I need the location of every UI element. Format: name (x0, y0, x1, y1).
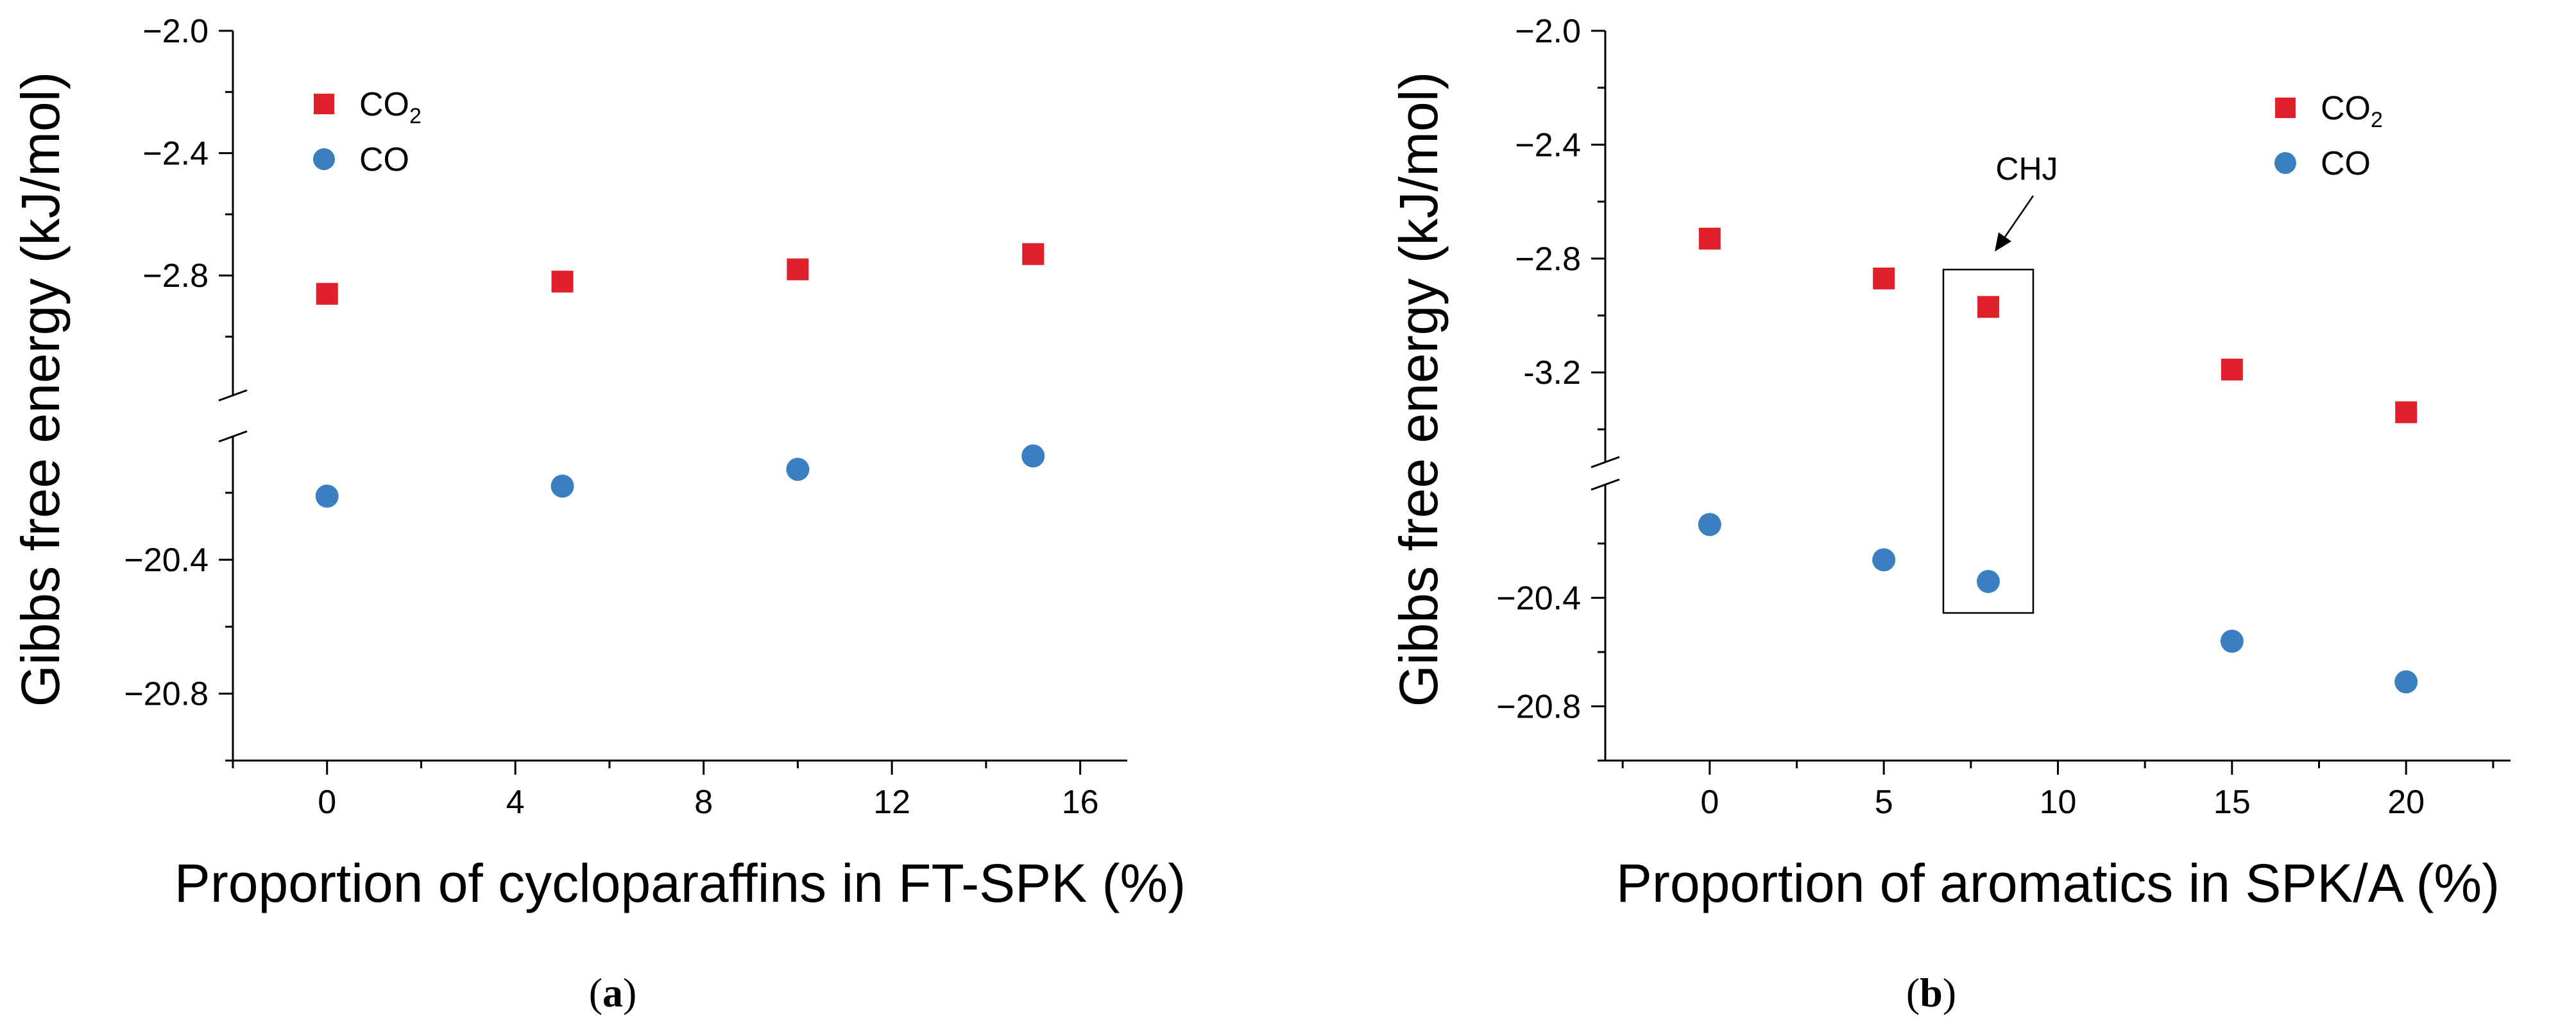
legend-label-subscript: 2 (2371, 108, 2383, 132)
data-point-co (786, 458, 810, 481)
y-tick-label: -3.2 (1523, 354, 1581, 392)
data-point-co2 (316, 282, 338, 305)
y-tick-label: −2.8 (1515, 241, 1581, 278)
panel-label-paren: ) (623, 970, 636, 1015)
y-axis-label: Gibbs free energy (kJ/mol) (1388, 72, 1449, 707)
axis-break-mark (218, 430, 248, 443)
legend-marker-co2 (314, 94, 334, 114)
x-tick-label: 5 (1875, 784, 1893, 821)
legend-marker-co (313, 148, 335, 170)
y-tick-label: −20.4 (1496, 580, 1581, 617)
y-tick-label: −2.0 (1515, 13, 1581, 50)
panel-label: (a) (589, 970, 637, 1015)
y-axis-label: Gibbs free energy (kJ/mol) (10, 72, 71, 707)
data-point-co (550, 474, 574, 498)
chart-panel-b: −2.0 −2.4 −2.8 -3.2 −20.4 −20.8 0 5 10 15 20 Propor… (1388, 13, 2511, 1015)
legend-label: CO (2321, 145, 2371, 182)
x-tick-label: 15 (2213, 784, 2251, 821)
x-tick-label: 10 (2040, 784, 2077, 821)
chart-panel-a: −2.0 −2.4 −2.8 −20.4 −20.8 0 4 8 12 16 Proportion … (10, 13, 1186, 1015)
data-point-co2 (2221, 358, 2243, 381)
x-tick-label: 12 (873, 784, 910, 821)
data-point-co (1698, 513, 1721, 537)
annotation-box (1942, 268, 2034, 614)
data-point-co (2220, 630, 2244, 653)
data-point-co (315, 485, 339, 508)
y-tick-label: −20.4 (124, 542, 209, 579)
y-tick-label: −20.8 (124, 676, 209, 713)
data-point-co (1872, 548, 1896, 572)
annotation-label: CHJ (1995, 151, 2058, 187)
x-tick-label: 0 (1700, 784, 1719, 821)
panel-label: (b) (1906, 970, 1956, 1015)
data-point-co (2394, 670, 2418, 694)
y-tick-label: −2.4 (142, 135, 209, 173)
y-tick-label: −20.8 (1496, 688, 1581, 725)
panel-label-letter: a (602, 970, 623, 1015)
x-tick-label: 0 (318, 784, 336, 821)
y-tick-label: −2.4 (1515, 126, 1581, 164)
data-point-co2 (1022, 243, 1045, 265)
data-point-co2 (1698, 227, 1721, 250)
legend-label: CO2 (2321, 90, 2383, 132)
data-point-co2 (2395, 401, 2418, 424)
x-axis-label: Proportion of aromatics in SPK/A (%) (1616, 853, 2500, 913)
x-axis-label: Proportion of cycloparaffins in FT-SPK (… (175, 853, 1186, 913)
data-point-co2 (787, 258, 809, 280)
legend-label-name: CO (2321, 90, 2371, 127)
y-tick-label: −2.0 (142, 13, 209, 50)
panel-label-paren: ( (1906, 970, 1920, 1015)
data-point-co2 (551, 270, 574, 293)
legend-label-name: CO (359, 141, 409, 178)
x-tick-label: 4 (506, 784, 525, 821)
legend-marker-co (2274, 152, 2296, 174)
axis-break-mark (218, 389, 248, 402)
axis-break-mark (1591, 478, 1620, 491)
annotation-arrowhead (1994, 232, 2011, 252)
x-tick-label: 8 (694, 784, 713, 821)
legend-label: CO2 (359, 86, 422, 128)
data-point-co2 (1873, 267, 1895, 289)
data-point-co (1021, 444, 1045, 468)
panel-label-paren: ) (1943, 970, 1956, 1015)
panel-label-letter: b (1920, 970, 1943, 1015)
legend-label-name: CO (2321, 145, 2371, 182)
y-tick-label: −2.8 (142, 257, 209, 295)
legend-marker-co2 (2275, 98, 2296, 118)
legend-label: CO (359, 141, 409, 178)
legend-label-name: CO (359, 86, 409, 123)
data-point-co (1976, 570, 2000, 594)
annotation-arrow (2001, 195, 2034, 241)
panel-label-paren: ( (589, 970, 602, 1015)
x-tick-label: 16 (1062, 784, 1099, 821)
x-tick-label: 20 (2387, 784, 2425, 821)
legend-label-subscript: 2 (409, 104, 422, 128)
data-point-co2 (1977, 296, 1999, 318)
axis-break-mark (1591, 456, 1620, 469)
